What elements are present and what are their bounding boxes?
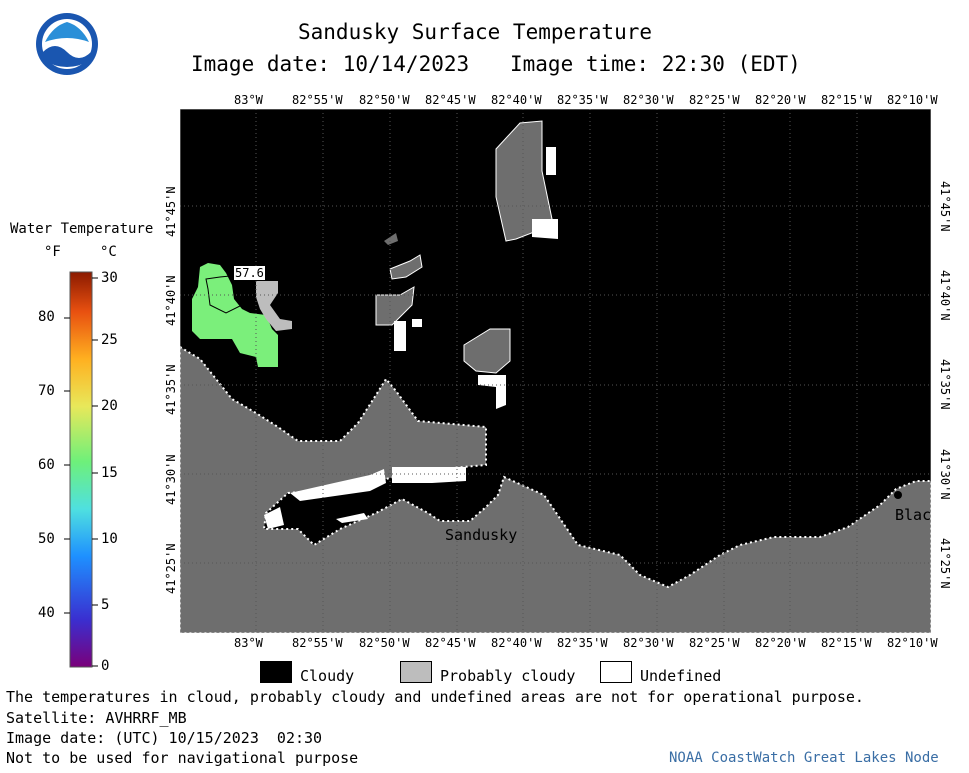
- lon-label-bottom: 82°25'W: [689, 636, 740, 650]
- lat-label-right: 41°40'N: [938, 270, 952, 321]
- colorbar-c-tick: 15: [101, 465, 118, 481]
- svg-text:NOAA: NOAA: [54, 38, 81, 48]
- footer-satellite: Satellite: AVHRRF_MB: [6, 709, 187, 727]
- lon-label-bottom: 82°35'W: [557, 636, 608, 650]
- undefined-pelee: [532, 147, 558, 239]
- lon-label-top: 82°10'W: [887, 93, 938, 107]
- colorbar-title: Water Temperature: [10, 221, 154, 237]
- colorbar-c-tick: 5: [101, 597, 110, 613]
- map-panel: [180, 109, 931, 633]
- city-label-blac: Blac: [895, 506, 932, 524]
- lon-label-top: 82°25'W: [689, 93, 740, 107]
- undefined-kelleys: [478, 375, 506, 409]
- lon-label-top: 83°W: [234, 93, 263, 107]
- colorbar-f-tick: 50: [38, 531, 55, 547]
- image-time: Image time: 22:30 (EDT): [510, 52, 801, 76]
- lat-label-left: 41°45'N: [164, 186, 178, 237]
- image-date: Image date: 10/14/2023: [191, 52, 470, 76]
- undefined-shore: [290, 469, 386, 501]
- legend-label-probably-cloudy: Probably cloudy: [440, 667, 576, 685]
- colorbar-unit-f: °F: [44, 244, 61, 260]
- footer-disclaimer: The temperatures in cloud, probably clou…: [6, 688, 864, 706]
- island-bass-2: [389, 254, 423, 280]
- map-title: Sandusky Surface Temperature: [298, 20, 653, 44]
- lon-label-bottom: 82°45'W: [425, 636, 476, 650]
- contour-label: 57.6: [234, 266, 265, 280]
- undefined-shore-4: [336, 513, 368, 523]
- lon-label-bottom: 82°30'W: [623, 636, 674, 650]
- legend-swatch-probably-cloudy: [400, 661, 432, 683]
- legend-swatch-cloudy: [260, 661, 292, 683]
- lat-label-left: 41°25'N: [164, 543, 178, 594]
- lat-label-left: 41°35'N: [164, 364, 178, 415]
- lat-label-left: 41°40'N: [164, 275, 178, 326]
- undefined-shore-2: [392, 467, 466, 483]
- lon-label-top: 82°45'W: [425, 93, 476, 107]
- legend-swatch-undefined: [600, 661, 632, 683]
- graticule: [180, 109, 931, 633]
- colorbar: [64, 271, 98, 668]
- colorbar-c-tick: 25: [101, 332, 118, 348]
- colorbar-f-tick: 70: [38, 383, 55, 399]
- lon-label-top: 82°20'W: [755, 93, 806, 107]
- colorbar-c-tick: 20: [101, 398, 118, 414]
- city-dot: [894, 491, 902, 499]
- lon-label-top: 82°50'W: [359, 93, 410, 107]
- lon-label-top: 82°35'W: [557, 93, 608, 107]
- lon-label-top: 82°30'W: [623, 93, 674, 107]
- colorbar-c-tick: 10: [101, 531, 118, 547]
- legend-label-cloudy: Cloudy: [300, 667, 355, 685]
- lat-label-left: 41°30'N: [164, 454, 178, 505]
- lon-label-bottom: 82°20'W: [755, 636, 806, 650]
- lat-label-right: 41°25'N: [938, 538, 952, 589]
- colorbar-c-tick: 30: [101, 270, 118, 286]
- colorbar-f-tick: 80: [38, 309, 55, 325]
- lat-label-right: 41°30'N: [938, 449, 952, 500]
- colorbar-f-tick: 40: [38, 605, 55, 621]
- lon-label-top: 82°55'W: [292, 93, 343, 107]
- probably-cloudy-area: [256, 281, 292, 331]
- colorbar-unit-c: °C: [100, 244, 117, 260]
- lon-label-bottom: 82°10'W: [887, 636, 938, 650]
- colorbar-f-tick: 60: [38, 457, 55, 473]
- lon-label-bottom: 82°55'W: [292, 636, 343, 650]
- lon-label-bottom: 82°40'W: [491, 636, 542, 650]
- footer-credit: NOAA CoastWatch Great Lakes Node: [669, 750, 939, 766]
- noaa-logo: NOAA: [36, 13, 98, 75]
- island-bass-3: [384, 233, 398, 245]
- lat-label-right: 41°45'N: [938, 181, 952, 232]
- legend-label-undefined: Undefined: [640, 667, 722, 685]
- contour-line: [205, 274, 251, 314]
- lon-label-bottom: 83°W: [234, 636, 263, 650]
- footer-utc-date: Image date: (UTC) 10/15/2023 02:30: [6, 729, 323, 747]
- lon-label-top: 82°40'W: [491, 93, 542, 107]
- lon-label-bottom: 82°15'W: [821, 636, 872, 650]
- lon-label-top: 82°15'W: [821, 93, 872, 107]
- lat-label-right: 41°35'N: [938, 359, 952, 410]
- city-label-sandusky: Sandusky: [445, 526, 518, 544]
- land-mainland: [180, 345, 931, 633]
- colorbar-c-tick: 0: [101, 658, 110, 674]
- island-kelleys: [463, 328, 511, 374]
- undefined-bass-1: [394, 319, 422, 351]
- undefined-shore-3: [264, 507, 284, 529]
- footer-nav-warning: Not to be used for navigational purpose: [6, 749, 359, 767]
- lon-label-bottom: 82°50'W: [359, 636, 410, 650]
